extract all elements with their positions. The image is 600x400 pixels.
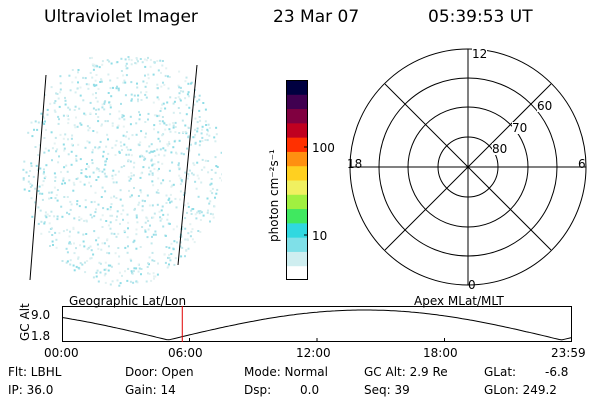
polar-diagonal-2 [384,83,552,251]
lat-80-label: 80 [492,142,508,156]
glat-label: GLat: [484,365,517,379]
gc-alt-axis-label: GC Alt [18,303,32,341]
filter-readout: Flt: LBHL [8,365,62,379]
mlt-12-label: 12 [472,47,488,61]
colorbar-tick-10: 10 [312,229,328,243]
uv-emission-speckles [22,56,222,287]
mlt-6-label: 6 [578,157,586,171]
mlt-0-label: 0 [468,278,476,292]
gc-alt-tick-bottom: 1.8 [31,329,51,343]
lat-60-label: 60 [537,99,553,113]
colorbar [286,80,308,280]
uv-image [22,56,222,287]
x-tick-0600: 06:00 [168,346,203,360]
apex-mlat-mlt-label: Apex MLat/MLT [414,294,504,308]
mlt-18-label: 18 [347,157,363,171]
x-tick-2359: 23:59 [551,346,586,360]
altitude-curve [62,309,572,341]
instrument-title: Ultraviolet Imager [44,7,198,27]
x-tick-1800: 18:00 [423,346,458,360]
polar-plot [349,48,587,286]
altitude-plot [62,306,572,342]
image-left-boundary [29,74,47,281]
colorbar-label: photon cm⁻²s⁻¹ [267,149,281,242]
lat-70-label: 70 [512,121,528,135]
gc-alt-readout: GC Alt: 2.9 Re [364,365,448,379]
glat-value: -6.8 [545,365,569,379]
seq-readout: Seq: 39 [364,383,410,397]
mode-readout: Mode: Normal [244,365,328,379]
gain-readout: Gain: 14 [125,383,176,397]
door-readout: Door: Open [125,365,194,379]
date-label: 23 Mar 07 [273,7,360,27]
dsp-value: 0.0 [300,383,320,397]
image-right-boundary [177,64,198,266]
gc-alt-tick-top: 9.0 [31,308,51,322]
x-tick-1200: 12:00 [296,346,331,360]
dsp-label: Dsp: [244,383,272,397]
time-label: 05:39:53 UT [428,7,533,27]
colorbar-tick-100: 100 [312,141,335,155]
glon-readout: GLon: 249.2 [484,383,557,397]
x-tick-0000: 00:00 [44,346,79,360]
geographic-latlon-label: Geographic Lat/Lon [69,294,187,308]
ip-readout: IP: 36.0 [8,383,54,397]
